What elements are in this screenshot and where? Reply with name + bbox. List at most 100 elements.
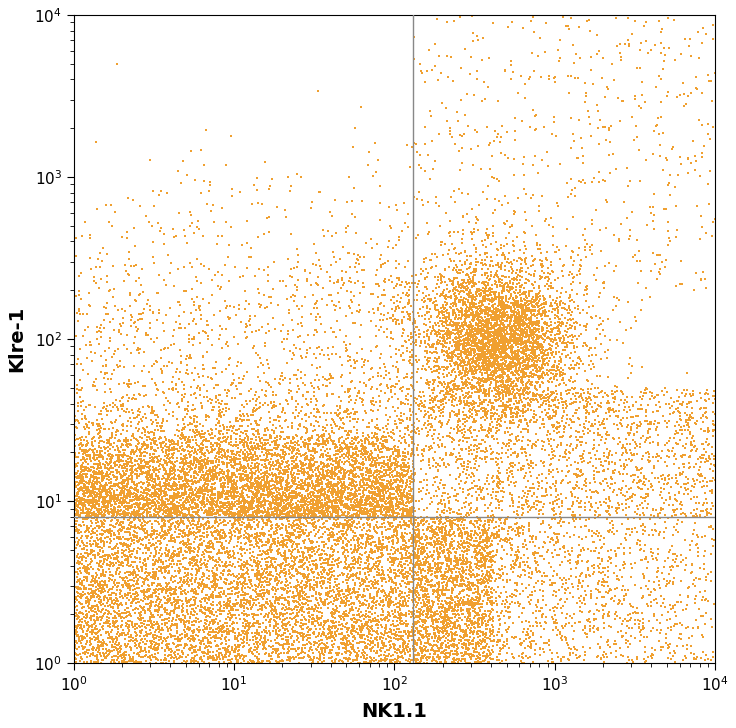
Point [628, 434, 640, 446]
Point [505, 323, 517, 335]
Point [512, 570, 524, 582]
Point [374, 489, 386, 501]
Point [166, 620, 177, 632]
Point [210, 396, 222, 408]
Point [154, 473, 166, 485]
Point [102, 611, 113, 622]
Point [200, 633, 212, 644]
Point [182, 514, 194, 526]
Point [687, 566, 698, 578]
Point [481, 566, 492, 578]
Point [210, 651, 222, 662]
Point [105, 515, 116, 527]
Point [358, 652, 370, 664]
Point [622, 419, 634, 430]
Point [202, 629, 214, 641]
Point [544, 410, 556, 422]
Point [160, 560, 172, 571]
Point [444, 328, 456, 340]
Point [467, 273, 479, 285]
Point [441, 369, 453, 381]
Point [334, 532, 346, 544]
Point [407, 483, 419, 495]
Point [175, 525, 187, 537]
Point [478, 391, 490, 403]
Point [471, 352, 483, 364]
Point [419, 443, 431, 454]
Point [400, 501, 412, 513]
Point [308, 438, 319, 450]
Point [220, 557, 232, 569]
Point [97, 451, 109, 463]
Point [407, 623, 419, 635]
Point [461, 411, 473, 422]
Point [475, 556, 487, 568]
Point [291, 507, 302, 519]
Point [623, 502, 634, 513]
Point [249, 570, 261, 582]
Point [93, 457, 105, 469]
Point [607, 304, 619, 316]
Point [437, 399, 449, 411]
Point [465, 349, 477, 361]
Point [422, 267, 434, 279]
Point [308, 499, 320, 510]
Point [220, 636, 232, 647]
Point [646, 387, 658, 399]
Point [498, 270, 509, 282]
Point [513, 501, 525, 513]
Point [535, 370, 547, 381]
Point [421, 585, 433, 597]
Point [193, 429, 205, 440]
Point [261, 481, 272, 493]
Point [234, 446, 246, 457]
Point [94, 596, 106, 608]
Point [359, 502, 371, 514]
Point [227, 517, 239, 529]
Point [110, 498, 121, 510]
Point [341, 599, 353, 611]
Point [239, 521, 251, 533]
Point [252, 488, 263, 499]
Point [207, 485, 219, 496]
Point [165, 584, 177, 596]
Point [495, 613, 506, 625]
Point [179, 432, 191, 444]
Point [85, 443, 96, 454]
Point [392, 629, 403, 641]
Point [432, 609, 444, 620]
Point [288, 636, 300, 647]
Point [340, 467, 352, 479]
Point [118, 470, 130, 481]
Point [293, 567, 305, 579]
Point [471, 502, 483, 514]
Point [211, 610, 223, 622]
Point [483, 611, 495, 622]
Point [73, 534, 85, 545]
Point [114, 411, 126, 422]
Point [105, 199, 117, 211]
Point [564, 384, 576, 396]
Point [276, 491, 288, 502]
Point [517, 371, 528, 383]
Point [263, 529, 275, 541]
Point [698, 497, 710, 509]
Point [163, 356, 174, 368]
Point [353, 542, 365, 554]
Point [464, 531, 476, 542]
Point [289, 652, 300, 664]
Point [484, 331, 495, 342]
Point [224, 536, 236, 547]
Point [517, 344, 529, 355]
Point [77, 648, 88, 660]
Point [478, 534, 490, 546]
Point [139, 554, 151, 566]
Point [343, 479, 355, 491]
Point [88, 458, 100, 470]
Point [285, 548, 297, 560]
Point [92, 428, 104, 440]
Point [77, 586, 89, 598]
Point [248, 556, 260, 568]
Point [487, 470, 499, 482]
Point [256, 626, 268, 638]
